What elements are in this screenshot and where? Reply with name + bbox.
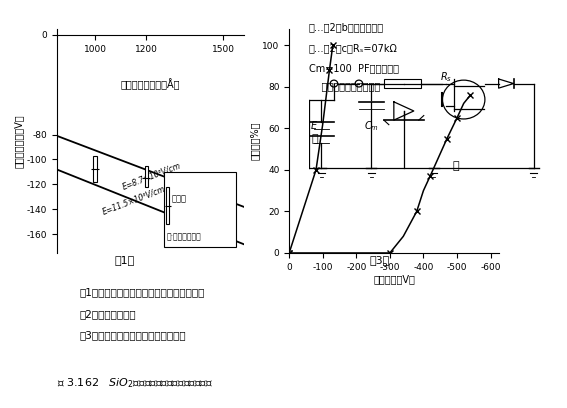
Text: （3）: （3） (370, 255, 390, 265)
Text: $C_m$: $C_m$ (364, 119, 379, 133)
Text: ⓒ: ⓒ (452, 161, 459, 171)
Text: （·表示平均值）: （·表示平均值） (166, 232, 201, 241)
Text: Ⓐ…图2（b）的保护电路: Ⓐ…图2（b）的保护电路 (309, 22, 384, 33)
Text: 为人体电容的最大値）: 为人体电容的最大値） (309, 82, 380, 92)
Y-axis label: 络缘破坏电压（V）: 络缘破坏电压（V） (14, 114, 24, 168)
X-axis label: 二氧化硬膜厕度（Å）: 二氧化硬膜厕度（Å） (121, 78, 180, 90)
Text: （2）各种保护电路: （2）各种保护电路 (79, 309, 136, 319)
Bar (145, 166, 148, 187)
Y-axis label: 破坏率（%）: 破坏率（%） (249, 122, 260, 160)
Text: $E$: $E$ (310, 119, 319, 131)
Text: $R_s$: $R_s$ (440, 70, 452, 84)
Bar (384, 79, 421, 88)
Text: E=11.5×10⁶V/cm: E=11.5×10⁶V/cm (101, 184, 167, 217)
Text: （1）二氧化硬膜厕度与络缘破坏电压的关系: （1）二氧化硬膜厕度与络缘破坏电压的关系 (79, 288, 205, 298)
Text: ⓑ: ⓑ (311, 134, 318, 144)
Bar (166, 187, 170, 224)
Bar (222, 192, 225, 220)
Bar (164, 172, 236, 247)
Bar (94, 156, 97, 182)
Text: Cm=100  PF（假定此値: Cm=100 PF（假定此値 (309, 63, 399, 73)
Text: 图 3.162   $SiO_2$的耐压与防止栅破坏采取的措施: 图 3.162 $SiO_2$的耐压与防止栅破坏采取的措施 (57, 376, 213, 390)
Text: （1）: （1） (115, 255, 135, 265)
Text: E=8.7×10⁶V/cm: E=8.7×10⁶V/cm (121, 160, 182, 191)
Text: Ⓢ…图2（c）Rₛ=07kΩ: Ⓢ…图2（c）Rₛ=07kΩ (309, 43, 398, 53)
Text: （3）电容器外加电压与破坏率的关系: （3）电容器外加电压与破坏率的关系 (79, 330, 186, 340)
Text: 实测值: 实测值 (172, 195, 187, 204)
X-axis label: 外加电压（V）: 外加电压（V） (373, 275, 415, 284)
